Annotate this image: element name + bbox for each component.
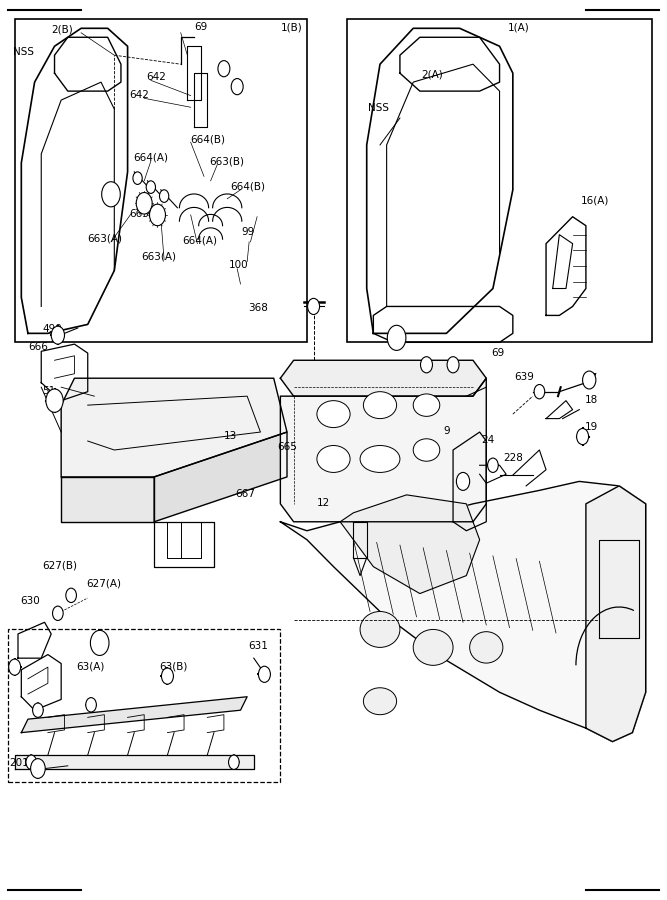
Text: 2(A): 2(A) — [421, 69, 443, 80]
Circle shape — [133, 172, 142, 184]
Ellipse shape — [364, 392, 397, 418]
Circle shape — [447, 356, 459, 373]
Text: 9: 9 — [443, 426, 450, 436]
Polygon shape — [280, 360, 486, 396]
Text: 667: 667 — [235, 489, 255, 499]
Circle shape — [149, 204, 165, 226]
Ellipse shape — [470, 632, 503, 663]
Circle shape — [576, 428, 588, 445]
Ellipse shape — [414, 629, 453, 665]
Text: 16(A): 16(A) — [580, 195, 609, 205]
Text: 2(B): 2(B) — [51, 25, 73, 35]
Polygon shape — [21, 697, 247, 733]
Text: 642: 642 — [129, 90, 149, 100]
Circle shape — [388, 325, 406, 350]
Text: 100: 100 — [229, 260, 248, 270]
Circle shape — [161, 668, 173, 684]
Bar — [347, 19, 652, 342]
Circle shape — [91, 630, 109, 655]
Text: A: A — [96, 638, 103, 648]
Circle shape — [51, 326, 65, 344]
Ellipse shape — [360, 446, 400, 472]
Text: 201: 201 — [9, 758, 29, 768]
Circle shape — [53, 606, 63, 620]
Text: 664(A): 664(A) — [133, 152, 168, 162]
Text: 663(B): 663(B) — [129, 209, 164, 219]
Text: 99: 99 — [242, 227, 255, 237]
Ellipse shape — [317, 400, 350, 428]
Ellipse shape — [414, 439, 440, 461]
Ellipse shape — [317, 446, 350, 472]
Circle shape — [218, 60, 230, 76]
Circle shape — [307, 299, 319, 314]
Text: 642: 642 — [146, 72, 166, 82]
Text: 630: 630 — [20, 597, 40, 607]
Bar — [15, 19, 307, 342]
Text: 368: 368 — [249, 303, 268, 313]
Text: B: B — [394, 333, 400, 343]
Text: 665: 665 — [277, 442, 297, 452]
Text: 13: 13 — [224, 431, 237, 441]
Text: 24: 24 — [481, 435, 494, 445]
Text: 69: 69 — [492, 347, 505, 358]
Text: 63(B): 63(B) — [159, 662, 188, 671]
Circle shape — [231, 78, 243, 94]
Polygon shape — [61, 477, 154, 522]
Text: 228: 228 — [503, 453, 523, 463]
Text: 627(B): 627(B) — [43, 561, 77, 571]
Text: 664(A): 664(A) — [182, 236, 217, 246]
Circle shape — [229, 755, 239, 770]
Circle shape — [258, 666, 270, 682]
Circle shape — [86, 698, 96, 712]
Circle shape — [33, 703, 43, 717]
Circle shape — [582, 371, 596, 389]
Text: 12: 12 — [317, 498, 330, 508]
Text: 664(B): 664(B) — [191, 134, 225, 144]
Polygon shape — [280, 482, 646, 742]
Text: 63(A): 63(A) — [76, 662, 104, 671]
Polygon shape — [15, 755, 253, 769]
Text: 490: 490 — [43, 324, 62, 334]
Text: 627(A): 627(A) — [87, 579, 121, 589]
Circle shape — [46, 389, 63, 412]
Circle shape — [26, 755, 37, 770]
Text: 19: 19 — [584, 422, 598, 432]
Polygon shape — [280, 378, 486, 522]
Polygon shape — [154, 432, 287, 522]
Circle shape — [420, 356, 432, 373]
Text: 663(A): 663(A) — [141, 252, 176, 262]
Circle shape — [136, 193, 152, 214]
Circle shape — [456, 472, 470, 490]
Circle shape — [488, 458, 498, 473]
Text: 1(B): 1(B) — [280, 22, 302, 32]
Circle shape — [9, 659, 21, 675]
Circle shape — [159, 190, 169, 203]
Text: 631: 631 — [249, 641, 268, 652]
Circle shape — [31, 759, 45, 778]
Ellipse shape — [414, 394, 440, 417]
Text: 17: 17 — [584, 373, 598, 382]
Ellipse shape — [364, 688, 397, 715]
Polygon shape — [340, 495, 480, 594]
Text: 666: 666 — [28, 341, 48, 352]
Text: 663(B): 663(B) — [209, 157, 244, 166]
Text: 51: 51 — [43, 386, 56, 396]
Text: 69: 69 — [194, 22, 207, 32]
Polygon shape — [586, 486, 646, 742]
Text: 663(A): 663(A) — [88, 234, 123, 244]
Text: 1(A): 1(A) — [508, 22, 530, 32]
Text: 639: 639 — [514, 372, 534, 382]
Text: NSS: NSS — [368, 103, 389, 112]
Bar — [8, 629, 280, 782]
Circle shape — [534, 384, 545, 399]
Text: B: B — [107, 189, 114, 199]
Ellipse shape — [360, 611, 400, 647]
Circle shape — [101, 182, 120, 207]
Text: 664(B): 664(B) — [231, 182, 265, 192]
Circle shape — [146, 181, 155, 194]
Circle shape — [66, 589, 77, 602]
Text: NSS: NSS — [13, 47, 34, 58]
Polygon shape — [61, 378, 287, 477]
Text: 18: 18 — [584, 395, 598, 405]
